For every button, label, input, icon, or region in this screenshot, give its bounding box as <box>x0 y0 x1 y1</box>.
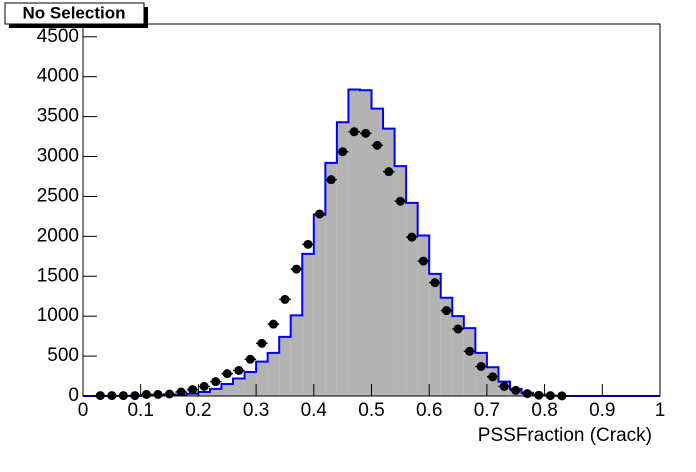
data-point <box>407 232 417 242</box>
data-point <box>465 346 475 356</box>
y-tick-label: 3500 <box>37 106 79 127</box>
histogram-bar <box>186 393 199 396</box>
x-tick-label: 0.4 <box>301 400 328 421</box>
x-tick-label: 0.3 <box>243 400 269 421</box>
data-point <box>234 365 244 375</box>
data-point <box>165 389 175 399</box>
y-tick-label: 4500 <box>37 26 79 47</box>
x-tick-label: 0.7 <box>474 400 500 421</box>
x-tick-label: 0 <box>78 400 89 421</box>
data-point <box>488 372 498 382</box>
histogram-bar <box>325 162 337 396</box>
data-point <box>418 256 428 266</box>
data-point <box>315 209 325 219</box>
data-point <box>268 319 278 329</box>
x-tick-label: 0.2 <box>185 400 211 421</box>
histogram-bar <box>486 367 499 396</box>
x-tick-label: 0.1 <box>127 400 153 421</box>
title-box <box>4 2 145 25</box>
y-tick-label: 2500 <box>37 185 79 206</box>
histogram-bar <box>256 361 268 396</box>
chart-title: No Selection <box>23 3 126 22</box>
data-point <box>372 140 382 150</box>
data-point <box>222 369 232 379</box>
data-point <box>291 264 301 274</box>
data-point <box>453 324 463 334</box>
y-tick-label: 1000 <box>37 305 79 326</box>
histogram-bar <box>233 378 245 396</box>
data-point <box>199 381 209 391</box>
histogram-bar <box>359 90 372 396</box>
histogram-bar <box>336 122 349 396</box>
y-tick-label: 3000 <box>37 146 79 167</box>
y-tick-label: 0 <box>68 385 79 406</box>
histogram-bar <box>267 352 280 396</box>
x-tick-label: 0.9 <box>589 400 615 421</box>
histogram-bar <box>290 315 303 396</box>
data-point <box>430 278 440 288</box>
histogram-bar <box>463 328 476 396</box>
data-point <box>349 127 359 137</box>
histogram-bar <box>198 392 210 396</box>
histogram-bar <box>406 202 418 396</box>
histogram-bar <box>452 316 464 396</box>
histogram-bar <box>371 108 384 396</box>
histogram-bar <box>244 372 257 396</box>
x-tick-label: 1 <box>655 400 666 421</box>
data-point <box>395 196 405 206</box>
histogram-bar <box>475 352 487 396</box>
y-tick-label: 1500 <box>37 265 79 286</box>
data-point <box>280 294 290 304</box>
data-point <box>326 175 336 185</box>
histogram-bar <box>221 384 234 396</box>
data-point <box>303 239 313 249</box>
histogram-bar <box>209 388 222 396</box>
y-tick-label: 4000 <box>37 66 79 87</box>
x-axis-label: PSSFraction (Crack) <box>478 425 652 446</box>
histogram-bar <box>417 235 430 396</box>
data-point <box>141 389 151 399</box>
y-tick-label: 500 <box>47 345 79 366</box>
histogram-bar <box>383 128 395 396</box>
histogram-bar <box>394 166 407 396</box>
data-point <box>442 306 452 316</box>
histogram-bar <box>302 253 314 396</box>
x-tick-label: 0.5 <box>358 400 384 421</box>
data-point <box>384 167 394 177</box>
x-tick-label: 0.6 <box>416 400 442 421</box>
data-point <box>361 128 371 138</box>
data-point <box>176 387 186 397</box>
data-point <box>153 389 163 399</box>
histogram-bar <box>348 89 360 396</box>
data-point <box>257 338 267 348</box>
histogram-bar <box>313 214 326 396</box>
x-tick-label: 0.8 <box>531 400 557 421</box>
data-point <box>188 385 198 395</box>
histogram-bar <box>279 336 291 396</box>
y-tick-label: 2000 <box>37 225 79 246</box>
data-point <box>338 147 348 157</box>
data-point <box>499 381 509 391</box>
data-point <box>534 390 544 400</box>
data-point <box>245 354 255 364</box>
data-point <box>476 361 486 371</box>
data-point <box>511 385 521 395</box>
histogram-bar <box>440 297 453 396</box>
data-point <box>522 389 532 399</box>
data-point <box>211 377 221 387</box>
histogram-bar <box>429 273 441 396</box>
